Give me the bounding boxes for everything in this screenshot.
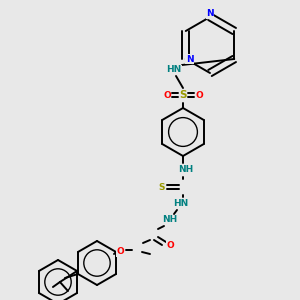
Text: HN: HN: [173, 200, 189, 208]
Text: O: O: [195, 91, 203, 100]
Text: O: O: [163, 91, 171, 100]
Text: S: S: [159, 182, 165, 191]
Text: N: N: [186, 55, 194, 64]
Text: N: N: [206, 10, 214, 19]
Text: S: S: [179, 90, 187, 100]
Text: O: O: [116, 248, 124, 256]
Text: NH: NH: [178, 166, 194, 175]
Text: O: O: [166, 241, 174, 250]
Text: NH: NH: [162, 215, 178, 224]
Text: HN: HN: [167, 65, 182, 74]
